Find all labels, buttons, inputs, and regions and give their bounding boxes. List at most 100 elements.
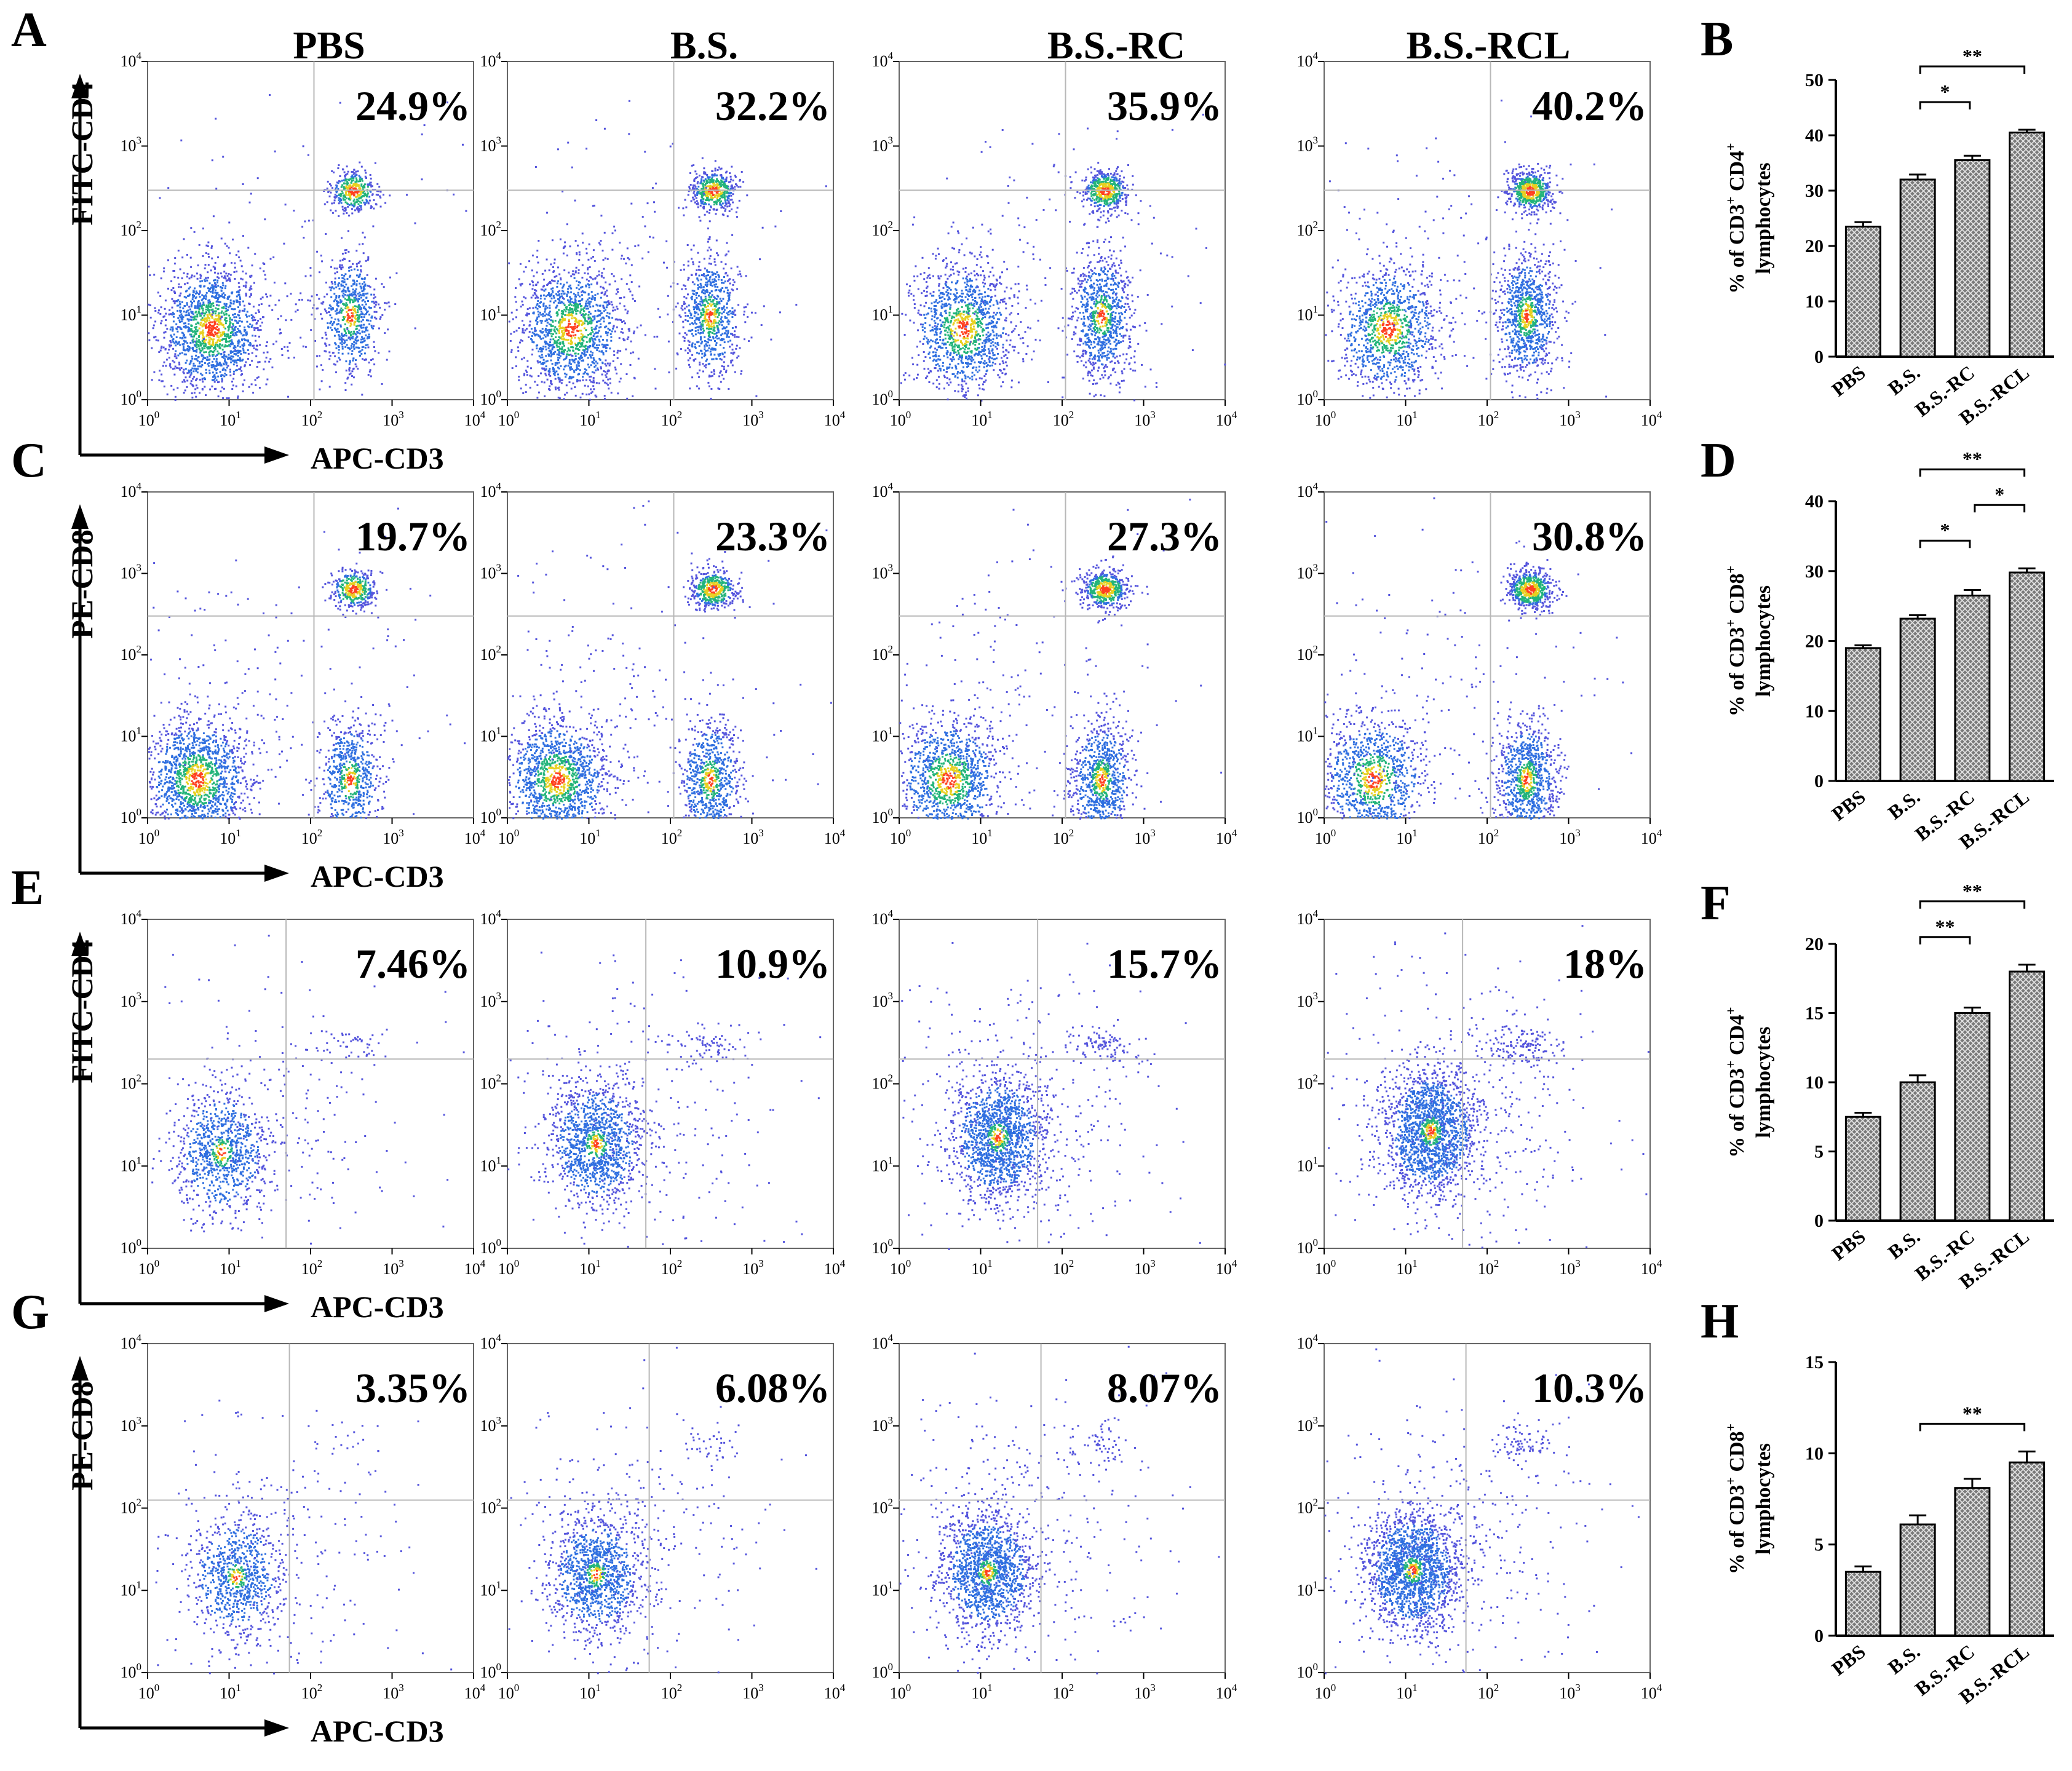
column-header-1: B.S. bbox=[670, 23, 738, 67]
x-tick-label: 100 bbox=[1315, 827, 1336, 847]
x-tick-label: 102 bbox=[661, 827, 683, 847]
bar-2 bbox=[1954, 1012, 1991, 1222]
x-tick-label: 100 bbox=[498, 827, 520, 847]
x-tick-label: 104 bbox=[824, 409, 846, 429]
y-tick-label: 101 bbox=[872, 1154, 894, 1175]
x-tick-label: 104 bbox=[1641, 1682, 1662, 1702]
x-tick-label: 100 bbox=[138, 1682, 160, 1702]
panel-letter-D: D bbox=[1701, 434, 1736, 488]
x-tick-label: 102 bbox=[661, 1258, 683, 1278]
bar-y-label-line1: % of CD3+ CD8+ bbox=[1723, 1424, 1748, 1574]
column-header-0: PBS bbox=[293, 23, 365, 67]
y-tick-label: 104 bbox=[121, 1332, 142, 1352]
y-tick-label: 104 bbox=[1297, 1332, 1319, 1352]
bar-3 bbox=[2009, 1461, 2046, 1637]
bar-y-tick-label: 15 bbox=[1805, 1004, 1824, 1024]
x-tick-label: 102 bbox=[1053, 827, 1074, 847]
y-tick-label: 102 bbox=[872, 1497, 894, 1517]
y-arrowhead bbox=[71, 74, 89, 98]
x-tick-label: 101 bbox=[1396, 409, 1418, 429]
quadrant-percentage: 6.08% bbox=[715, 1365, 830, 1411]
bar-y-tick-label: 5 bbox=[1814, 1142, 1824, 1162]
x-tick-label: 103 bbox=[1559, 827, 1581, 847]
x-tick-label: 102 bbox=[301, 409, 323, 429]
x-tick-label: 101 bbox=[579, 409, 601, 429]
y-tick-label: 100 bbox=[121, 1661, 142, 1681]
event-dots bbox=[899, 1345, 1220, 1674]
x-tick-label: 100 bbox=[498, 1682, 520, 1702]
x-axis-label-A: APC-CD3 bbox=[311, 441, 444, 475]
y-axis-label-A: FITC-CD4 bbox=[65, 82, 99, 225]
y-tick-label: 104 bbox=[872, 480, 894, 501]
event-dots bbox=[1324, 1348, 1640, 1674]
bar-y-tick-label: 10 bbox=[1805, 1072, 1824, 1093]
y-tick-label: 103 bbox=[1297, 135, 1319, 155]
plot-frame bbox=[507, 919, 834, 1249]
y-tick-label: 100 bbox=[1297, 806, 1319, 826]
panel-letter-F: F bbox=[1701, 876, 1731, 930]
significance-label: * bbox=[1940, 81, 1950, 103]
x-tick-label: 101 bbox=[220, 827, 241, 847]
x-tick-label: 100 bbox=[138, 409, 160, 429]
x-tick-label: 103 bbox=[383, 827, 404, 847]
significance-label: ** bbox=[1963, 880, 1982, 902]
quadrant-percentage: 24.9% bbox=[355, 82, 470, 129]
x-tick-label: 103 bbox=[1134, 409, 1156, 429]
y-tick-label: 102 bbox=[1297, 1497, 1319, 1517]
significance-label: ** bbox=[1963, 448, 1982, 470]
quadrant-percentage: 35.9% bbox=[1107, 82, 1222, 129]
x-tick-label: 103 bbox=[1134, 1258, 1156, 1278]
event-dots bbox=[507, 500, 832, 820]
significance-bracket bbox=[1919, 936, 1971, 945]
bar-y-label-line1: % of CD3+ CD4+ bbox=[1723, 1007, 1748, 1157]
x-tick-label: 104 bbox=[824, 1682, 846, 1702]
quadrant-percentage: 8.07% bbox=[1107, 1365, 1222, 1411]
y-tick-label: 102 bbox=[1297, 643, 1319, 664]
x-tick-label: 102 bbox=[1478, 1258, 1499, 1278]
y-tick-label: 100 bbox=[872, 388, 894, 408]
y-tick-label: 101 bbox=[121, 725, 142, 745]
bar-y-tick-label: 40 bbox=[1805, 491, 1824, 512]
quadrant-percentage: 3.35% bbox=[355, 1365, 470, 1411]
bar-1 bbox=[1899, 1081, 1936, 1222]
column-headers: PBS B.S. B.S.-RC B.S.-RCL bbox=[293, 23, 1570, 67]
significance-bracket bbox=[1919, 65, 2026, 74]
plot-frame bbox=[507, 1343, 834, 1673]
y-tick-label: 104 bbox=[872, 1332, 894, 1352]
y-tick-label: 104 bbox=[1297, 908, 1319, 928]
y-tick-label: 104 bbox=[480, 1332, 502, 1352]
bar-0 bbox=[1844, 647, 1881, 782]
bar-y-label-line2: lymphocytes bbox=[1752, 585, 1775, 697]
bar-y-tick-label: 20 bbox=[1805, 934, 1824, 954]
y-axis-label-E: FITC-CD4 bbox=[65, 940, 99, 1083]
bar-y-tick-label: 10 bbox=[1805, 701, 1824, 721]
x-tick-label: 100 bbox=[890, 827, 911, 847]
y-tick-label: 103 bbox=[480, 135, 502, 155]
event-dots bbox=[507, 951, 822, 1248]
x-tick-label: 101 bbox=[971, 1682, 993, 1702]
significance-label: ** bbox=[1963, 45, 1982, 67]
y-tick-label: 104 bbox=[872, 908, 894, 928]
y-tick-label: 104 bbox=[1297, 50, 1319, 70]
significance-bracket bbox=[1919, 900, 2026, 909]
y-tick-label: 103 bbox=[1297, 1414, 1319, 1435]
x-tick-label: 101 bbox=[1396, 1682, 1418, 1702]
significance-label: * bbox=[1940, 519, 1950, 541]
y-tick-label: 100 bbox=[121, 806, 142, 826]
significance-bracket bbox=[1919, 539, 1971, 549]
y-tick-label: 100 bbox=[121, 388, 142, 408]
x-tick-label: 100 bbox=[890, 1682, 911, 1702]
x-tick-label: 103 bbox=[1559, 1682, 1581, 1702]
y-tick-label: 100 bbox=[480, 388, 502, 408]
y-tick-label: 101 bbox=[872, 304, 894, 324]
x-tick-label: 100 bbox=[890, 1258, 911, 1278]
x-tick-label: 102 bbox=[1053, 1258, 1074, 1278]
bar-3 bbox=[2009, 571, 2046, 782]
event-dots bbox=[1327, 925, 1649, 1249]
x-axis-label-G: APC-CD3 bbox=[311, 1714, 444, 1748]
